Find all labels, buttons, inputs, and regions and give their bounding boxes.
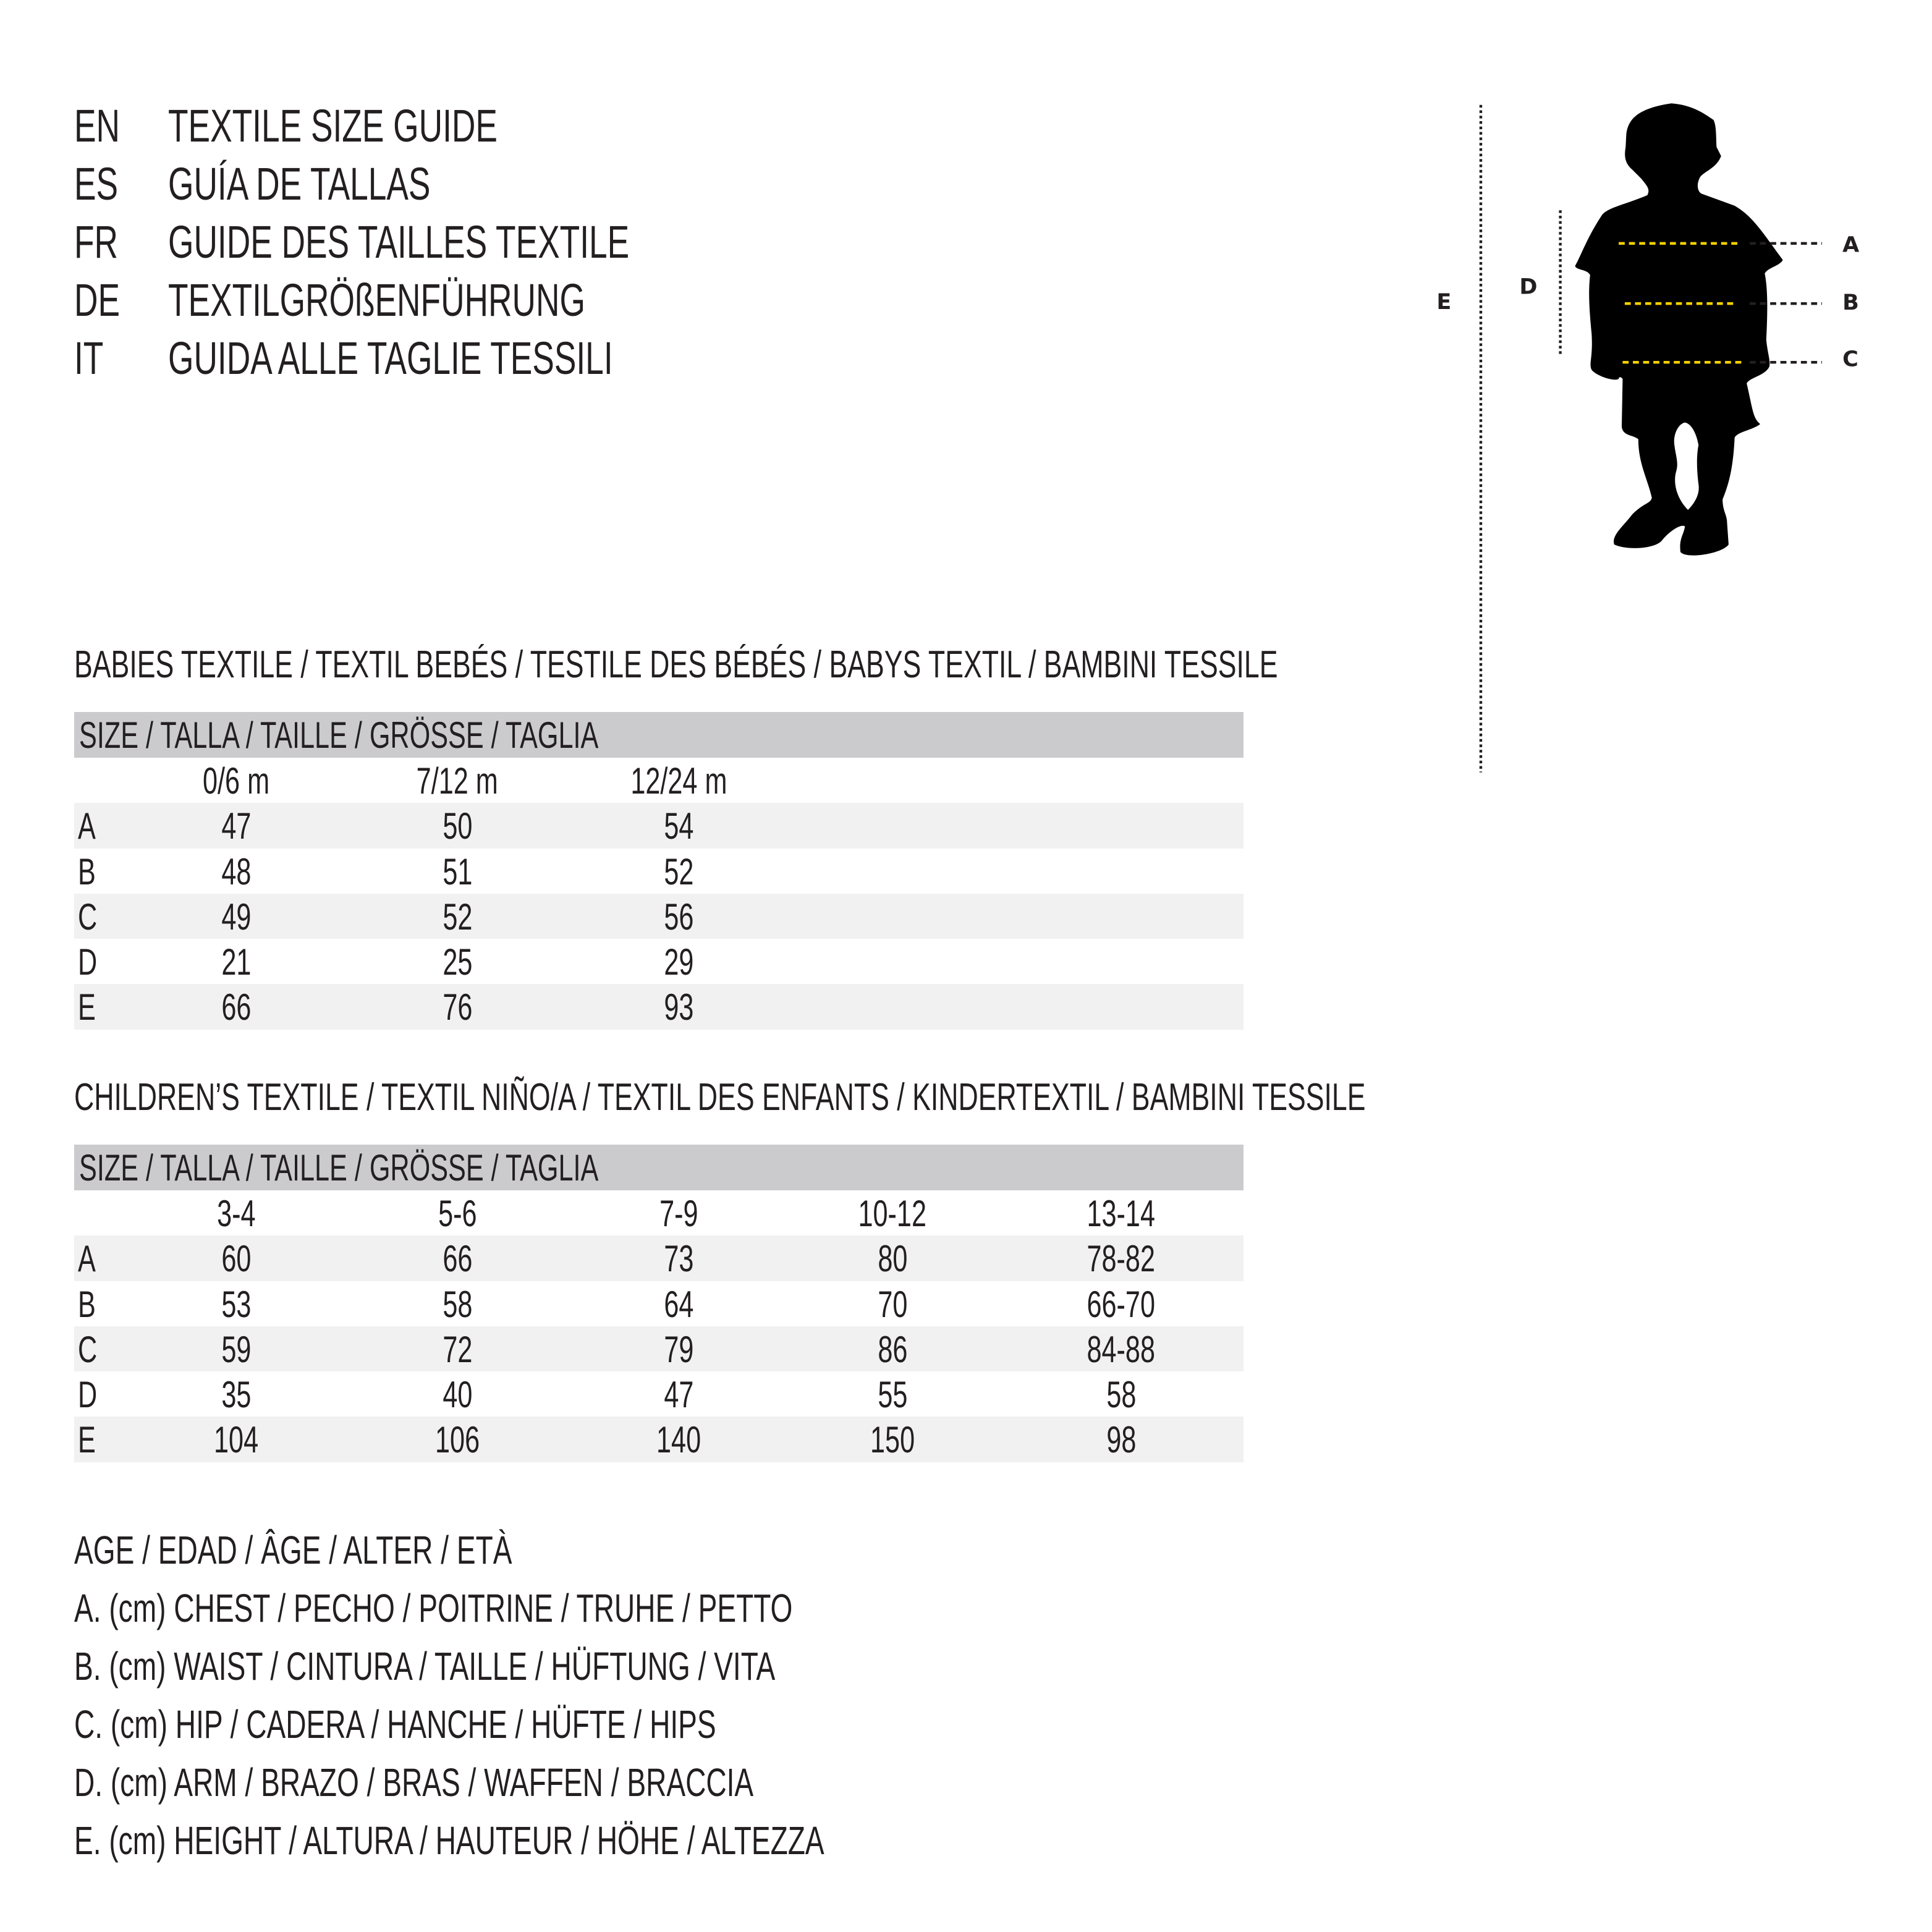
label-a: A xyxy=(1842,232,1859,257)
table-cell: 66 xyxy=(442,1238,473,1280)
table-cell: 150 xyxy=(870,1419,915,1461)
title-text: TEXTILE SIZE GUIDE xyxy=(168,100,498,151)
row-label: D xyxy=(78,1374,98,1416)
column-header: 5-6 xyxy=(438,1193,477,1234)
label-b: B xyxy=(1842,290,1859,315)
table-cell: 140 xyxy=(656,1419,701,1461)
title-text: GUIDE DES TAILLES TEXTILE xyxy=(168,216,630,268)
table-cell: 79 xyxy=(663,1328,694,1370)
table-cell: 55 xyxy=(877,1374,908,1416)
table-row: B 53 58 64 70 66-70 xyxy=(74,1281,1244,1326)
child-silhouette xyxy=(1575,103,1783,556)
table-cell: 66 xyxy=(221,986,252,1028)
row-label: B xyxy=(78,1283,96,1325)
table-cell: 53 xyxy=(221,1283,252,1325)
babies-heading: BABIES TEXTILE / TEXTIL BEBÉS / TESTILE … xyxy=(74,643,1278,686)
children-size-table: SIZE / TALLA / TAILLE / GRÖSSE / TAGLIA 3… xyxy=(74,1145,1244,1462)
table-cell: 40 xyxy=(442,1374,473,1416)
row-label: E xyxy=(78,1419,96,1461)
table-row: D 35 40 47 55 58 xyxy=(74,1371,1244,1417)
table-cell: 52 xyxy=(442,896,473,938)
child-silhouette-diagram: A B C D E xyxy=(1436,103,1859,773)
size-header-bar: SIZE / TALLA / TAILLE / GRÖSSE / TAGLIA xyxy=(74,1145,1244,1190)
column-header: 12/24 m xyxy=(630,760,727,802)
table-cell: 72 xyxy=(442,1328,473,1370)
label-e: E xyxy=(1436,289,1451,315)
language-code: ES xyxy=(74,158,119,210)
table-cell: 25 xyxy=(442,941,473,983)
table-row: C 49 52 56 xyxy=(74,893,1244,939)
table-cell: 86 xyxy=(877,1328,908,1370)
table-cell: 58 xyxy=(1106,1374,1137,1416)
label-d: D xyxy=(1519,274,1537,300)
table-cell: 78-82 xyxy=(1087,1238,1156,1280)
row-label: E xyxy=(78,986,96,1028)
language-code: FR xyxy=(74,216,119,268)
row-label: A xyxy=(78,805,96,847)
label-c: C xyxy=(1842,347,1858,372)
table-cell: 76 xyxy=(442,986,473,1028)
title-text: TEXTILGRÖßENFÜHRUNG xyxy=(168,274,585,326)
table-cell: 66-70 xyxy=(1087,1283,1156,1325)
table-row: E 66 76 93 xyxy=(74,984,1244,1030)
table-row: C 59 72 79 86 84-88 xyxy=(74,1326,1244,1372)
table-cell: 60 xyxy=(221,1238,252,1280)
legend-line: B. (cm) WAIST / CINTURA / TAILLE / HÜFTU… xyxy=(74,1644,776,1688)
table-cell: 52 xyxy=(663,850,694,892)
table-cell: 73 xyxy=(663,1238,694,1280)
language-code: IT xyxy=(74,333,104,384)
babies-size-table: SIZE / TALLA / TAILLE / GRÖSSE / TAGLIA 0… xyxy=(74,712,1244,1030)
column-header: 7/12 m xyxy=(416,760,499,802)
size-header-bar: SIZE / TALLA / TAILLE / GRÖSSE / TAGLIA xyxy=(74,712,1244,758)
row-label: C xyxy=(78,896,98,938)
legend-line: AGE / EDAD / ÂGE / ALTER / ETÀ xyxy=(74,1528,512,1572)
column-header-row: 0/6 m 7/12 m 12/24 m xyxy=(74,758,1244,803)
table-cell: 80 xyxy=(877,1238,908,1280)
language-code: EN xyxy=(74,100,121,151)
table-row: A 47 50 54 xyxy=(74,803,1244,849)
title-text: GUÍA DE TALLAS xyxy=(168,158,431,210)
table-cell: 49 xyxy=(221,896,252,938)
row-label: C xyxy=(78,1328,98,1370)
table-cell: 29 xyxy=(663,941,694,983)
table-cell: 35 xyxy=(221,1374,252,1416)
row-label: B xyxy=(78,850,96,892)
column-header: 13-14 xyxy=(1087,1193,1156,1234)
legend-line: E. (cm) HEIGHT / ALTURA / HAUTEUR / HÖHE… xyxy=(74,1818,824,1863)
table-cell: 47 xyxy=(221,805,252,847)
legend-line: C. (cm) HIP / CADERA / HANCHE / HÜFTE / … xyxy=(74,1702,716,1747)
table-cell: 58 xyxy=(442,1283,473,1325)
children-heading: CHILDREN’S TEXTILE / TEXTIL NIÑO/A / TEX… xyxy=(74,1076,1366,1119)
table-cell: 51 xyxy=(442,850,473,892)
table-cell: 93 xyxy=(663,986,694,1028)
table-cell: 47 xyxy=(663,1374,694,1416)
table-cell: 104 xyxy=(213,1419,259,1461)
column-header-row: 3-4 5-6 7-9 10-12 13-14 xyxy=(74,1190,1244,1235)
row-label: D xyxy=(78,941,98,983)
column-header: 3-4 xyxy=(216,1193,256,1234)
legend-line: D. (cm) ARM / BRAZO / BRAS / WAFFEN / BR… xyxy=(74,1760,754,1805)
table-row: B 48 51 52 xyxy=(74,849,1244,894)
table-cell: 54 xyxy=(663,805,694,847)
column-header: 0/6 m xyxy=(202,760,270,802)
column-header: 10-12 xyxy=(858,1193,927,1234)
table-cell: 56 xyxy=(663,896,694,938)
table-row: A 60 66 73 80 78-82 xyxy=(74,1235,1244,1281)
table-cell: 21 xyxy=(221,941,252,983)
table-cell: 59 xyxy=(221,1328,252,1370)
table-cell: 106 xyxy=(434,1419,480,1461)
title-text: GUIDA ALLE TAGLIE TESSILI xyxy=(168,333,613,384)
table-row: D 21 25 29 xyxy=(74,939,1244,984)
table-cell: 64 xyxy=(663,1283,694,1325)
table-cell: 70 xyxy=(877,1283,908,1325)
table-row: E 104 106 140 150 98 xyxy=(74,1417,1244,1462)
language-code: DE xyxy=(74,274,121,326)
legend-line: A. (cm) CHEST / PECHO / POITRINE / TRUHE… xyxy=(74,1586,793,1630)
table-cell: 98 xyxy=(1106,1419,1137,1461)
column-header: 7-9 xyxy=(659,1193,698,1234)
table-cell: 48 xyxy=(221,850,252,892)
row-label: A xyxy=(78,1238,96,1280)
table-cell: 84-88 xyxy=(1087,1328,1156,1370)
table-cell: 50 xyxy=(442,805,473,847)
